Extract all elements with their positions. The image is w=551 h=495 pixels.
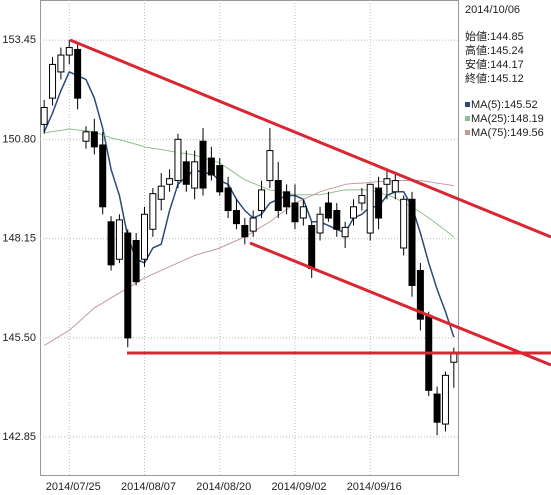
info-item: 終値:145.12 [465, 71, 524, 85]
y-tick-label: 150.80 [2, 133, 36, 145]
candles [40, 40, 458, 436]
x-tick-label: 2014/08/20 [196, 481, 251, 493]
candle-body [408, 198, 416, 286]
candle-body [166, 178, 174, 185]
candle-body [358, 195, 366, 204]
candle-body [375, 187, 383, 219]
candle-body [216, 165, 224, 193]
candle-body [308, 225, 316, 270]
legend-item: MA(25):148.19 [471, 113, 544, 125]
candle-body [191, 161, 199, 189]
legend-value: 145.52 [504, 99, 538, 111]
candle-body [182, 161, 190, 185]
candle-body [241, 225, 249, 238]
candle-body [232, 210, 240, 225]
candle-body [391, 180, 399, 193]
x-tick-label: 2014/08/07 [121, 481, 176, 493]
candle-body [258, 189, 266, 212]
candle-body [249, 217, 257, 232]
legend-swatch [465, 102, 470, 107]
candle-body [49, 63, 57, 99]
candle-body [266, 150, 274, 182]
candle-body [283, 191, 291, 208]
info-label: 終値: [465, 71, 490, 85]
info-label: 安値: [465, 57, 490, 71]
candle-body [57, 54, 65, 73]
legend-name: MA(25): [471, 113, 510, 125]
y-tick-label: 145.50 [2, 332, 36, 344]
candle-body [299, 206, 307, 219]
candle-body [316, 213, 324, 234]
candle-body [416, 269, 424, 320]
x-tick-label: 2014/07/25 [46, 481, 101, 493]
y-tick-label: 142.85 [2, 431, 36, 443]
y-tick-label: 153.45 [2, 34, 36, 46]
candle-body [274, 180, 282, 212]
trend-line [69, 38, 551, 239]
info-value: 145.12 [490, 73, 524, 85]
legend-value: 148.19 [510, 113, 544, 125]
legend-swatch [465, 130, 470, 135]
legend-item: MA(75):149.56 [471, 127, 544, 139]
axes: 153.45 150.80 148.15 145.50 142.85 2014/07/25… [2, 34, 401, 493]
candle-body [441, 374, 449, 425]
info-value: 144.17 [490, 59, 524, 71]
candle-body [141, 213, 148, 260]
candle-body [149, 193, 157, 230]
candle-body [207, 157, 215, 176]
candle-body [333, 210, 341, 230]
legend-item: MA(5):145.52 [471, 99, 538, 111]
candle-body [107, 221, 115, 266]
candle-body [366, 183, 374, 234]
candle-body [291, 202, 299, 223]
ma-line [44, 128, 455, 238]
candle-body [224, 187, 232, 212]
plot-area [40, 0, 459, 476]
candle-body [400, 198, 408, 249]
candle-body [341, 226, 349, 238]
candle-body [174, 138, 182, 182]
legend-name: MA(75): [471, 127, 510, 139]
candle-body [157, 185, 165, 200]
trend-line [249, 241, 551, 367]
info-value: 145.24 [490, 45, 524, 57]
candle-body [115, 219, 123, 260]
candle-body [40, 107, 48, 125]
candle-body [383, 178, 391, 185]
candle-body [433, 393, 441, 423]
candle-body [350, 206, 357, 219]
candle-body [199, 140, 207, 189]
info-label: 始値: [465, 29, 490, 43]
ma-line [43, 70, 455, 338]
candle-body [324, 202, 332, 219]
candle-body [82, 131, 90, 142]
candle-body [124, 232, 132, 339]
info-item: 安値:144.17 [465, 57, 524, 71]
candle-body [74, 48, 82, 99]
candle-body [132, 239, 140, 283]
candle-body [65, 47, 73, 56]
y-tick-label: 148.15 [2, 233, 36, 245]
legend-name: MA(5): [471, 99, 504, 111]
info-item: 高値:145.24 [465, 43, 524, 57]
info-panel: 2014/10/06 始値:144.85高値:145.24安値:144.17終値… [465, 4, 544, 139]
candle-body [90, 131, 98, 148]
info-item: 始値:144.85 [465, 29, 524, 43]
legend-swatch [465, 116, 470, 121]
legend-value: 149.56 [510, 127, 544, 139]
info-label: 高値: [465, 43, 490, 57]
x-tick-label: 2014/09/16 [347, 481, 402, 493]
x-tick-label: 2014/09/02 [271, 481, 326, 493]
trend-lines [69, 38, 551, 367]
info-value: 144.85 [490, 31, 524, 43]
info-date: 2014/10/06 [465, 4, 520, 16]
candle-body [99, 144, 107, 208]
